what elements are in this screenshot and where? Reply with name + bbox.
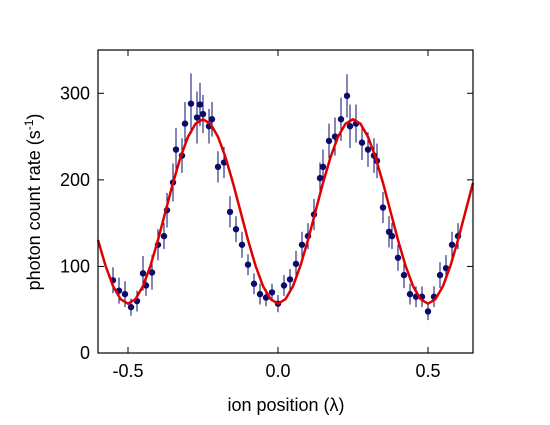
data-point (121, 290, 129, 298)
data-point (250, 280, 258, 287)
y-axis-label-sup: -1 (22, 119, 36, 130)
data-point (148, 269, 156, 276)
data-point (379, 204, 387, 211)
data-point (172, 146, 180, 153)
data-point (436, 271, 444, 279)
data-point (181, 120, 189, 127)
y-tick-label: 200 (60, 170, 90, 190)
y-axis-label: photon count rate (s-1) (22, 114, 44, 291)
data-point (199, 110, 207, 118)
data-point (193, 114, 201, 121)
y-tick-label: 100 (60, 256, 90, 276)
data-point (337, 116, 345, 123)
data-point (196, 101, 204, 108)
data-point (298, 241, 306, 248)
data-point (448, 241, 456, 248)
data-point (319, 163, 327, 171)
data-point (400, 271, 408, 279)
data-point (244, 261, 252, 268)
x-tick-label: 0.0 (265, 361, 290, 381)
data-point (214, 163, 222, 171)
y-axis-label-end: ) (24, 114, 44, 120)
x-tick-label: 0.5 (415, 361, 440, 381)
data-point (424, 308, 432, 315)
data-point (256, 290, 264, 298)
data-point (316, 174, 324, 182)
data-point (280, 282, 288, 289)
data-point (292, 260, 300, 268)
data-point (325, 137, 333, 145)
y-tick-label: 300 (60, 83, 90, 103)
data-point (286, 276, 294, 283)
data-point (343, 92, 351, 100)
y-axis-label-text: photon count rate (s (24, 130, 44, 290)
fit-curve (96, 117, 475, 306)
data-point (406, 290, 414, 298)
x-tick-label: -0.5 (112, 361, 143, 381)
data-point (346, 122, 354, 130)
data-point (208, 116, 216, 123)
data-point (226, 208, 234, 216)
data-point (364, 146, 372, 153)
data-point (127, 303, 135, 311)
data-point (388, 232, 396, 240)
data-point (394, 254, 402, 261)
data-point (358, 139, 366, 146)
data-point (268, 289, 276, 296)
plot-frame (97, 49, 474, 354)
data-point (442, 264, 450, 272)
data-point (238, 241, 246, 248)
data-point (160, 232, 168, 240)
data-point (139, 270, 147, 277)
y-tick-label: 0 (80, 343, 90, 363)
data-point (232, 226, 240, 233)
data-point (187, 100, 195, 107)
x-axis-label: ion position (λ) (227, 395, 344, 415)
